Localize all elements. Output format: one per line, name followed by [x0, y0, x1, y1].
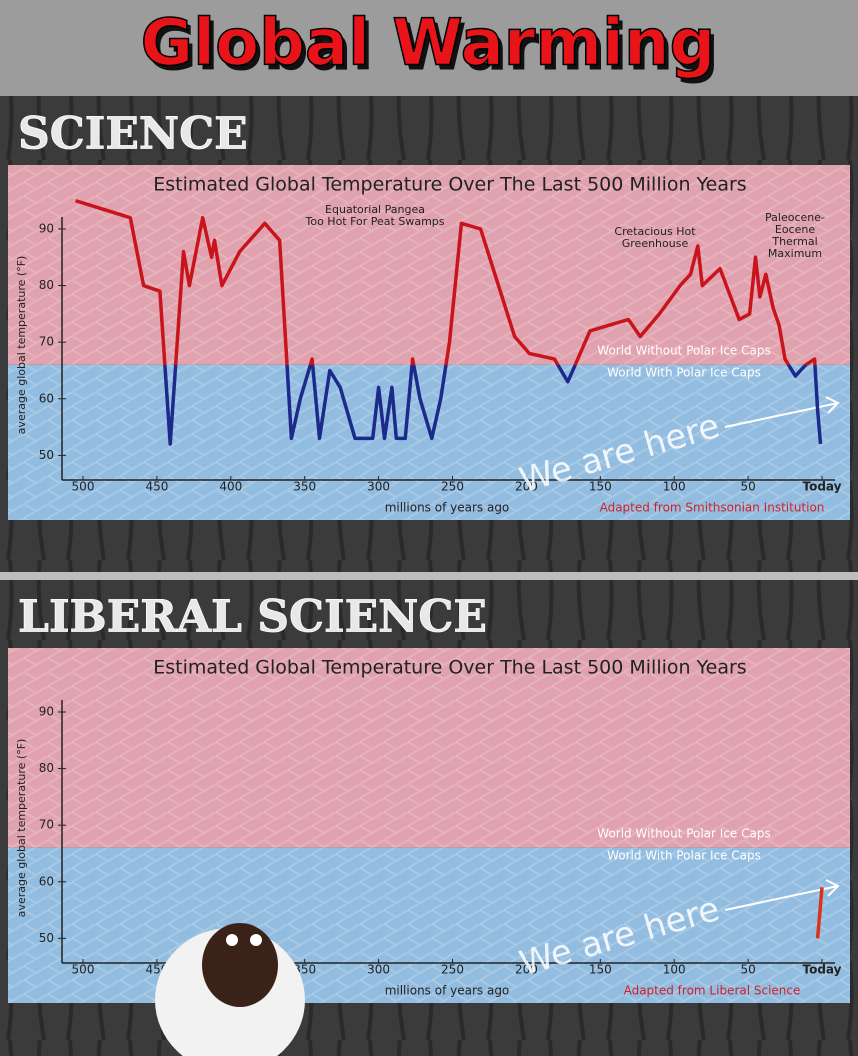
y-tick-label: 80 — [39, 761, 54, 775]
page-title-shadow: Global Warming — [145, 12, 720, 86]
temperature-line — [815, 887, 824, 939]
annotation: Greenhouse — [622, 237, 689, 250]
y-tick-label: 70 — [39, 335, 54, 349]
x-tick-label: 500 — [72, 963, 95, 977]
header-background — [0, 0, 858, 96]
y-tick-label: 50 — [39, 931, 54, 945]
x-tick-label: 500 — [72, 480, 95, 494]
page-title: Global Warming — [141, 7, 716, 81]
marker-arrow — [724, 879, 840, 911]
y-tick-label: 60 — [39, 874, 54, 888]
y-axis-label: average global temperature (°F) — [15, 256, 28, 435]
x-tick-label: 200 — [515, 963, 538, 977]
x-tick-label: 350 — [293, 480, 316, 494]
x-tick-label: 150 — [589, 963, 612, 977]
x-tick-label: 250 — [441, 480, 464, 494]
region-label: World Without Polar Ice Caps — [597, 343, 770, 357]
x-tick-label: 100 — [663, 963, 686, 977]
section-heading: SCIENCE — [18, 109, 248, 160]
x-tick-label: 100 — [663, 480, 686, 494]
x-tick-label: 250 — [441, 963, 464, 977]
chart-title: Estimated Global Temperature Over The La… — [153, 174, 746, 196]
annotation: Eocene — [775, 223, 815, 236]
x-tick-label: 200 — [515, 480, 538, 494]
sheep-decoration — [155, 923, 305, 1056]
y-tick-label: 60 — [39, 391, 54, 405]
annotation: Too Hot For Peat Swamps — [304, 215, 444, 228]
section-heading: LIBERAL SCIENCE — [18, 592, 487, 643]
annotation: Equatorial Pangea — [325, 203, 425, 216]
temperature-line — [75, 199, 823, 446]
annotation: Thermal — [771, 235, 817, 248]
weave-texture — [8, 648, 850, 1003]
weave-texture — [8, 165, 850, 520]
y-tick-label: 70 — [39, 818, 54, 832]
x-tick-label: 300 — [367, 480, 390, 494]
annotation: Maximum — [768, 247, 822, 260]
annotation: Cretacious Hot — [614, 225, 696, 238]
region-label: World With Polar Ice Caps — [607, 365, 761, 379]
region-label: World Without Polar Ice Caps — [597, 826, 770, 840]
x-axis-label: millions of years ago — [385, 984, 510, 998]
source-note: Adapted from Smithsonian Institution — [600, 501, 825, 515]
x-tick-label: 400 — [219, 480, 242, 494]
y-tick-label: 50 — [39, 448, 54, 462]
x-tick-label: 450 — [145, 480, 168, 494]
x-axis-label: millions of years ago — [385, 501, 510, 515]
x-tick-label: Today — [803, 963, 842, 977]
x-tick-label: 50 — [740, 963, 755, 977]
x-tick-label: Today — [803, 480, 842, 494]
source-note: Adapted from Liberal Science — [624, 984, 801, 998]
x-tick-label: 150 — [589, 480, 612, 494]
annotation: Paleocene- — [765, 211, 825, 224]
y-tick-label: 90 — [39, 704, 54, 718]
divider — [0, 572, 858, 580]
x-tick-label: 300 — [367, 963, 390, 977]
chart-title: Estimated Global Temperature Over The La… — [153, 657, 746, 679]
x-tick-label: 50 — [740, 480, 755, 494]
y-axis-label: average global temperature (°F) — [15, 739, 28, 918]
region-label: World With Polar Ice Caps — [607, 848, 761, 862]
y-tick-label: 90 — [39, 221, 54, 235]
y-tick-label: 80 — [39, 278, 54, 292]
